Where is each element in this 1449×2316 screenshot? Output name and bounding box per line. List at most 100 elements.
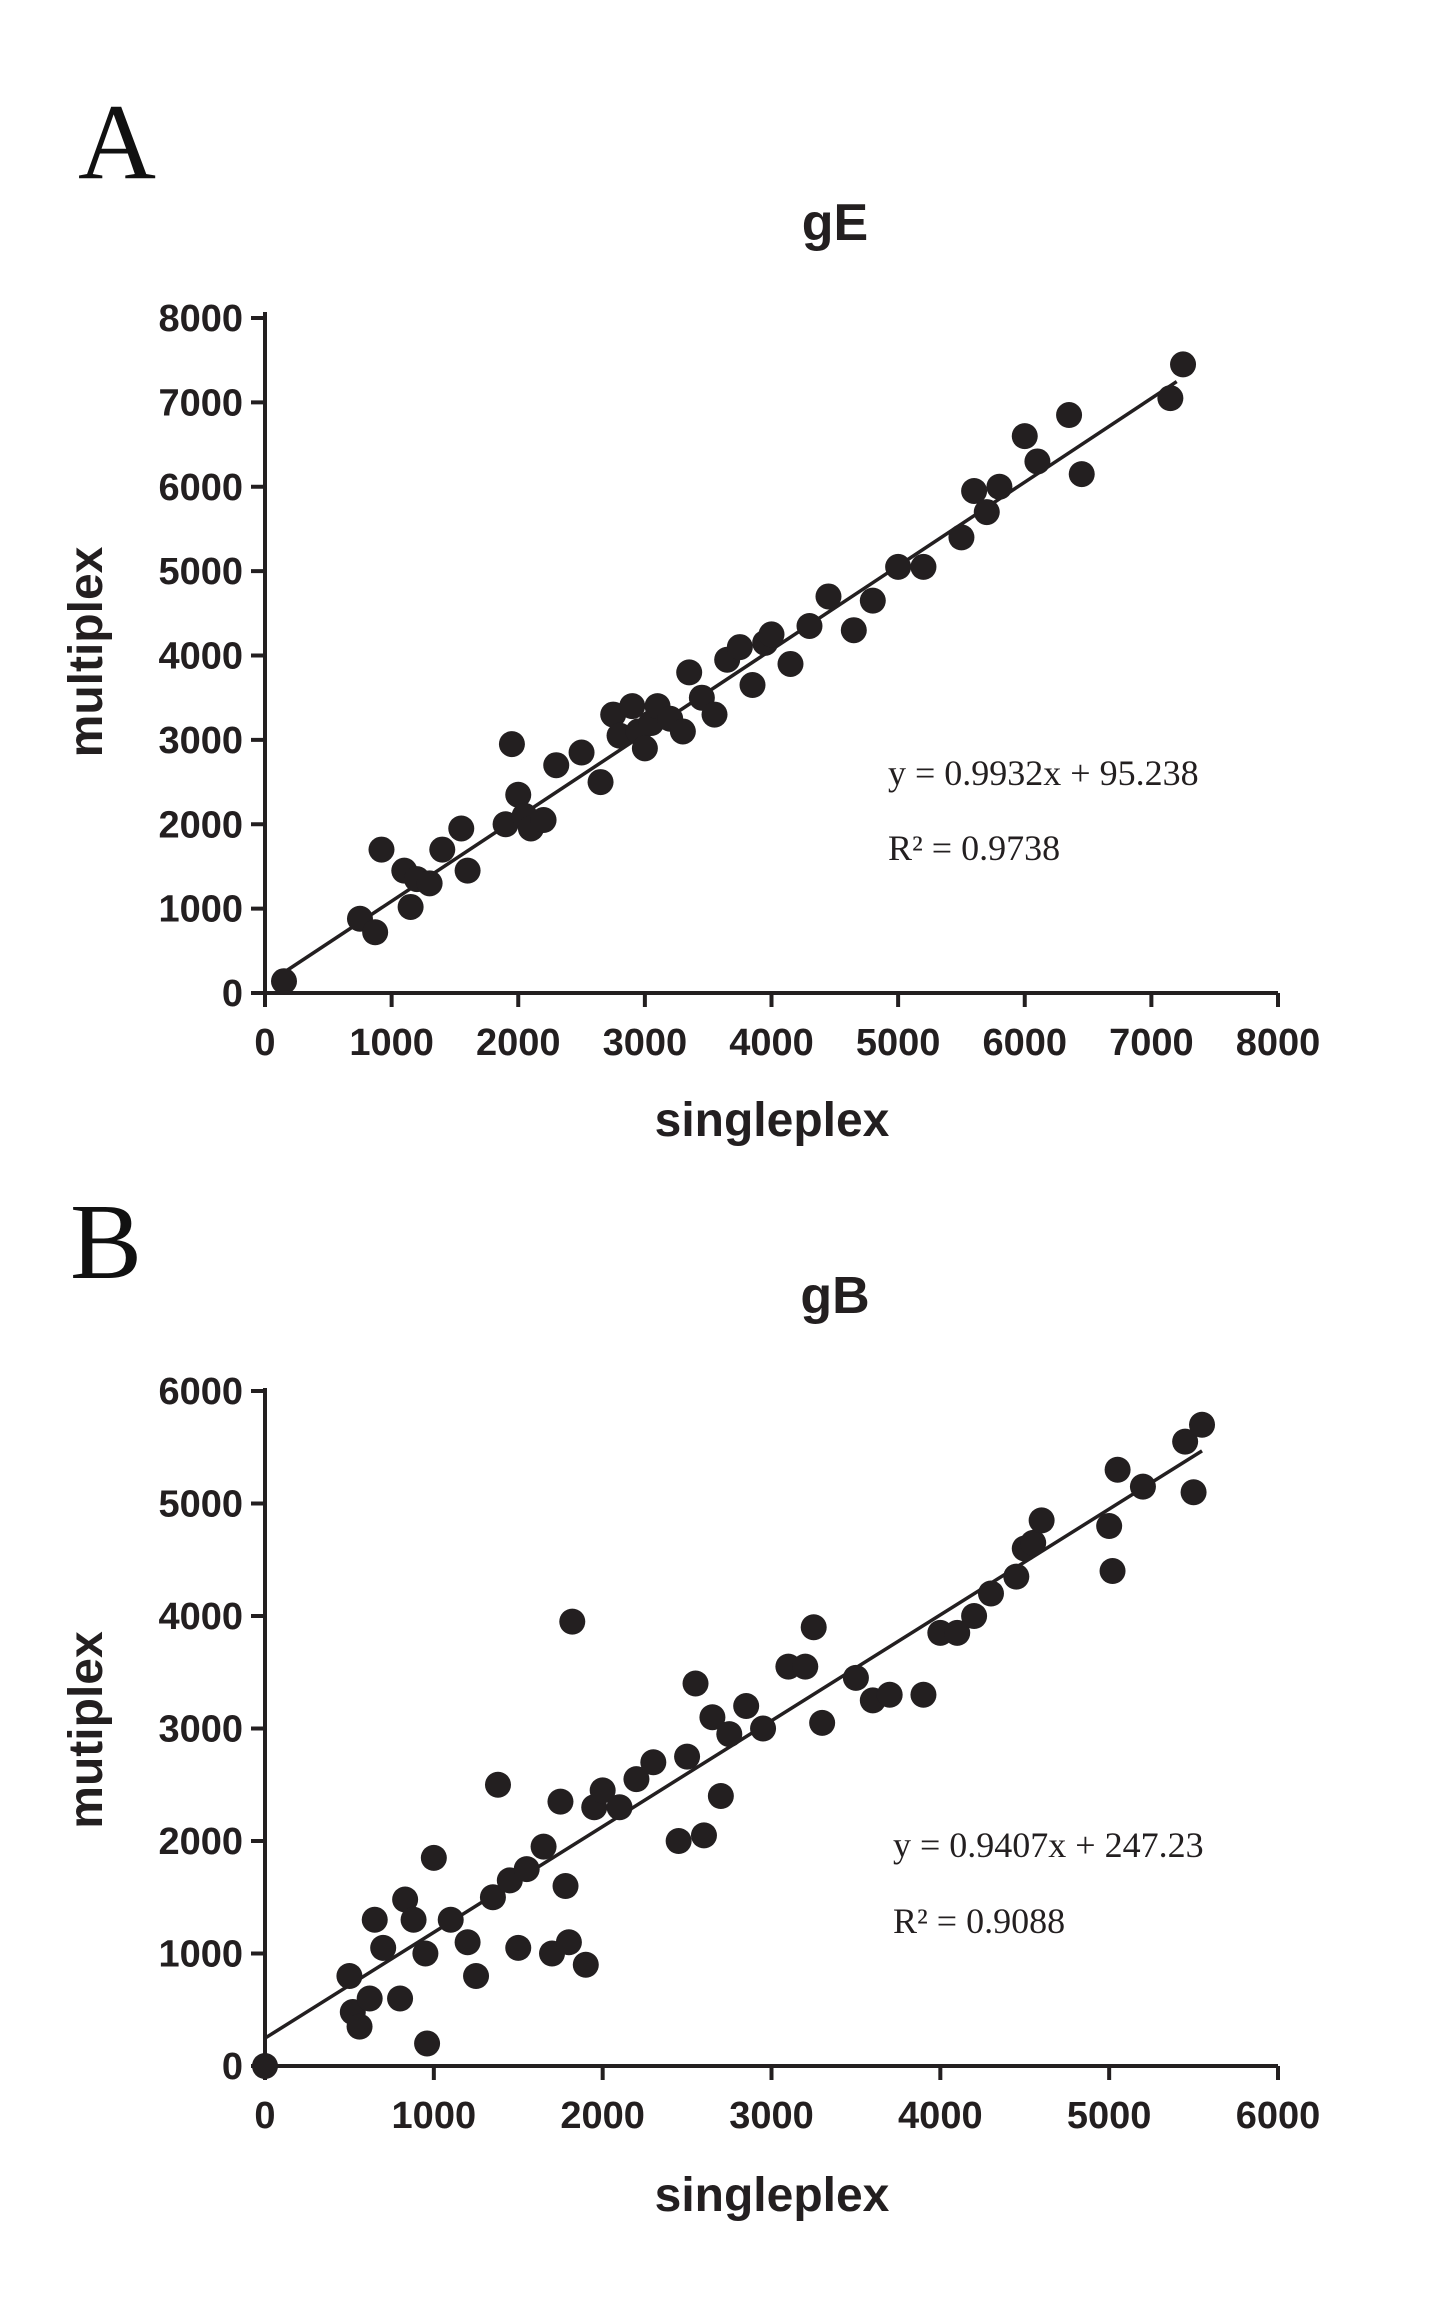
panel-a-point-17 [543, 752, 570, 779]
panel-a-point-31 [701, 701, 728, 728]
panel-b-point-27 [572, 1951, 599, 1978]
panel-b-x-tick-label-4: 4000 [898, 2095, 983, 2137]
panel-a-y-ticks: 0 1000 2000 3000 4000 5000 6000 7000 8000 [158, 298, 265, 1015]
panel-b-point-35 [682, 1670, 709, 1697]
panel-b-point-10 [412, 1940, 439, 1967]
panel-a-x-tick-label-4: 4000 [729, 1022, 814, 1064]
panel-b-point-26 [559, 1608, 586, 1635]
panel-a-title: gE [802, 194, 868, 252]
panel-a-point-19 [587, 769, 614, 796]
panel-b-chart: B gB 0 1000 2000 3000 4000 5000 6000 0 1000 2000… [60, 1183, 1320, 2222]
panel-b-point-7 [387, 1985, 414, 2012]
panel-b-point-43 [792, 1653, 819, 1680]
panel-a-y-tick-label-4: 4000 [158, 636, 243, 678]
panel-b-point-8 [392, 1886, 419, 1913]
panel-b-point-24 [552, 1873, 579, 1899]
panel-b-x-tick-label-1: 1000 [392, 2095, 477, 2137]
panel-b-y-tick-label-3: 3000 [158, 1709, 243, 1751]
panel-b-point-52 [961, 1603, 988, 1629]
panel-b-y-ticks: 0 1000 2000 3000 4000 5000 6000 [158, 1371, 265, 2088]
panel-a-x-axis-label: singleplex [655, 1094, 890, 1147]
panel-a-point-28 [669, 718, 696, 745]
panel-b-point-25 [555, 1929, 582, 1956]
panel-a-point-5 [397, 893, 424, 920]
panel-a-point-52 [1157, 385, 1184, 412]
panel-a-point-10 [454, 857, 481, 884]
panel-b-point-49 [910, 1681, 937, 1708]
panel-b-point-11 [414, 2030, 441, 2057]
panel-a-y-tick-label-2: 2000 [158, 804, 243, 846]
panel-b-y-tick-label-0: 0 [222, 2046, 243, 2088]
panel-a-y-tick-label-6: 6000 [158, 467, 243, 509]
panel-b-point-32 [640, 1749, 667, 1776]
panel-a-point-3 [368, 836, 395, 863]
panel-a-point-43 [910, 553, 937, 580]
panel-a-point-36 [758, 621, 785, 648]
panel-b-y-tick-label-5: 5000 [158, 1484, 243, 1526]
panel-a-x-tick-label-8: 8000 [1236, 1022, 1321, 1064]
panel-b-point-20 [513, 1856, 540, 1883]
panel-b-y-axis-label: mutiplex [60, 1631, 113, 1829]
panel-b-point-38 [707, 1783, 734, 1809]
panel-b-point-12 [420, 1844, 447, 1871]
panel-a-chart: A gE 0 1000 2000 3000 4000 5000 6000 7000 8000 0… [60, 83, 1320, 1147]
panel-b-equation: y = 0.9407x + 247.23 [893, 1825, 1204, 1865]
panel-b-point-3 [346, 2013, 373, 2040]
panel-b-point-37 [699, 1704, 726, 1731]
panel-a-point-34 [739, 672, 766, 699]
panel-a-point-18 [568, 739, 595, 766]
panel-b-point-17 [484, 1771, 511, 1798]
panel-a-point-29 [676, 659, 703, 686]
panel-a-point-13 [505, 781, 532, 808]
panel-a-y-tick-label-8: 8000 [158, 298, 243, 340]
panel-a-y-tick-label-7: 7000 [158, 382, 243, 424]
panel-a-point-50 [1056, 402, 1083, 429]
panel-b-point-13 [437, 1906, 464, 1933]
panel-b-x-tick-label-0: 0 [254, 2095, 275, 2137]
panel-b-point-57 [1028, 1507, 1055, 1534]
panel-a-point-39 [815, 583, 842, 610]
panel-b-x-tick-label-2: 2000 [560, 2095, 645, 2137]
panel-b-title: gB [800, 1267, 869, 1325]
panel-b-point-16 [479, 1884, 506, 1911]
panel-a-x-tick-label-0: 0 [254, 1022, 275, 1064]
panel-b-point-59 [1099, 1558, 1126, 1584]
panel-a-point-22 [619, 693, 646, 720]
panel-a-point-0 [270, 968, 297, 995]
panel-b-point-63 [1180, 1479, 1207, 1506]
panel-b-point-1 [336, 1963, 363, 1989]
panel-a-axes [263, 312, 1278, 995]
panel-a-point-42 [885, 553, 912, 580]
panel-a-point-16 [530, 807, 557, 834]
panel-b-points [252, 1411, 1216, 2079]
panel-b-point-39 [716, 1721, 743, 1748]
panel-b-point-60 [1104, 1456, 1131, 1483]
panel-b-point-29 [589, 1777, 616, 1804]
panel-a-point-24 [631, 735, 658, 762]
panel-b-point-9 [400, 1906, 427, 1933]
panel-b-r-squared: R² = 0.9088 [893, 1901, 1065, 1941]
panel-a-point-46 [973, 499, 1000, 526]
panel-a-point-53 [1170, 351, 1197, 378]
panel-b-point-21 [530, 1833, 557, 1860]
panel-b-x-tick-label-3: 3000 [729, 2095, 814, 2137]
panel-b-point-6 [370, 1934, 397, 1961]
panel-a-point-47 [986, 473, 1013, 500]
panel-b-y-tick-label-2: 2000 [158, 1821, 243, 1863]
panel-b-point-30 [606, 1794, 633, 1821]
panel-a-x-tick-label-5: 5000 [856, 1022, 941, 1064]
panel-b-point-23 [547, 1788, 574, 1815]
panel-a-point-48 [1011, 423, 1038, 450]
panel-a-point-44 [948, 524, 975, 551]
panel-b-point-45 [809, 1709, 836, 1736]
panel-a-x-tick-label-6: 6000 [982, 1022, 1067, 1064]
panel-a-r-squared: R² = 0.9738 [888, 828, 1060, 868]
panel-a-point-51 [1068, 461, 1095, 488]
panel-b-point-56 [1020, 1529, 1047, 1556]
panel-a-point-12 [498, 731, 525, 758]
panel-a-x-tick-label-3: 3000 [603, 1022, 688, 1064]
panel-a-point-38 [796, 612, 823, 639]
panel-b-y-tick-label-6: 6000 [158, 1371, 243, 1413]
panel-a-y-axis-label: multiplex [60, 546, 113, 757]
